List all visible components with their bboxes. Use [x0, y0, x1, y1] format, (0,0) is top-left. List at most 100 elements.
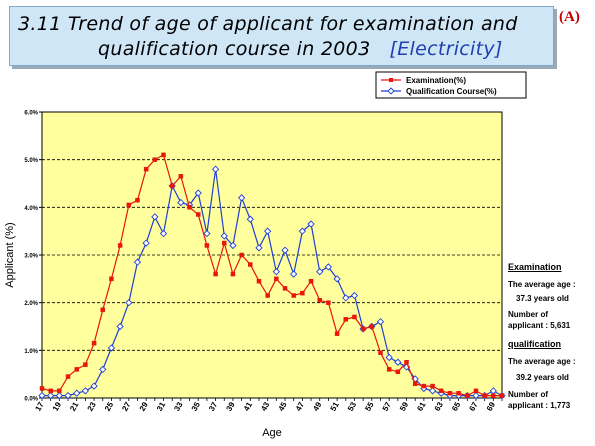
examination-point [421, 383, 427, 389]
qualification-point [38, 391, 46, 400]
qualification-point [307, 220, 315, 228]
x-tick-label: 57 [381, 400, 394, 413]
y-tick-label: 5.0% [24, 158, 38, 164]
examination-point [117, 243, 123, 248]
qualification-point [194, 189, 202, 197]
title-line-1: 3.11 Trend of age of applicant for exami… [18, 13, 518, 35]
examination-point [378, 350, 383, 355]
qualification-point [64, 391, 72, 400]
x-tick-label: 35 [190, 400, 203, 413]
examination-point [65, 374, 71, 379]
x-tick-label: 55 [363, 400, 376, 413]
title-line-2-text: qualification course in 2003 [98, 38, 371, 60]
qualification-point [107, 344, 116, 352]
qual-avg-value: 39.2 years old [516, 373, 569, 382]
examination-point [265, 293, 270, 298]
x-tick-label: 51 [329, 400, 342, 413]
x-tick-label: 39 [224, 400, 237, 413]
examination-point [369, 324, 375, 329]
examination-point [412, 381, 418, 386]
qualification-point [428, 387, 437, 395]
qualification-point [81, 387, 90, 395]
y-axis-label: Applicant (%) [4, 222, 16, 287]
x-tick-label: 41 [242, 400, 255, 413]
qualification-point [350, 291, 359, 300]
qualification-point [281, 246, 289, 254]
x-tick-label: 49 [311, 400, 324, 413]
examination-point [334, 331, 340, 336]
examination-point [152, 157, 158, 162]
examination-point [161, 152, 166, 158]
exam-avg-label: The average age : [508, 280, 576, 289]
x-tick-label: 59 [398, 400, 411, 413]
x-axis-label: Age [262, 427, 282, 439]
qual-avg-label: The average age : [508, 357, 576, 366]
examination-point [239, 252, 244, 258]
qualification-point [47, 391, 55, 400]
examination-point [430, 383, 435, 389]
title-box: 3.11 Trend of age of applicant for exami… [9, 6, 554, 66]
examination-point [300, 290, 305, 296]
y-tick-label: 6.0% [24, 111, 38, 117]
exam-heading: Examination [508, 262, 562, 272]
qualification-point [385, 353, 393, 362]
x-tick-label: 47 [294, 400, 307, 413]
examination-point [274, 276, 279, 282]
x-tick-label: 37 [207, 400, 220, 413]
x-tick-label: 65 [450, 400, 463, 413]
examination-point [326, 300, 331, 305]
x-tick-label: 67 [467, 400, 480, 413]
qual-num-label-1: Number of [508, 390, 548, 399]
qualification-point [177, 198, 185, 207]
x-tick-label: 29 [138, 400, 151, 413]
title-line-2: qualification course in 2003 [Electricit… [98, 38, 503, 60]
examination-point [74, 367, 79, 372]
y-tick-label: 2.0% [24, 301, 38, 307]
examination-point [482, 393, 487, 398]
y-tick-label: 1.0% [24, 349, 38, 355]
examination-point [213, 271, 218, 277]
legend-label-qualification: Qualification Course(%) [406, 87, 497, 96]
y-tick-label: 0.0% [24, 397, 38, 403]
qualification-point [220, 232, 228, 240]
qualification-point [151, 213, 159, 221]
qualification-point [229, 241, 237, 250]
qualification-point [394, 358, 402, 366]
examination-point [222, 240, 227, 246]
examination-point [256, 278, 262, 284]
examination-point [126, 202, 132, 208]
qualification-point [472, 391, 480, 400]
x-tick-label: 19 [51, 400, 64, 413]
examination-point [109, 276, 114, 282]
x-tick-label: 33 [172, 400, 185, 413]
examination-point [39, 386, 45, 391]
y-tick-label: 4.0% [24, 206, 38, 212]
examination-point [83, 362, 88, 367]
qualification-point [203, 229, 211, 238]
examination-point [395, 369, 401, 375]
qualification-point [246, 215, 254, 223]
exam-num-label-1: Number of [508, 310, 548, 319]
qualification-point [55, 391, 63, 400]
x-tick-label: 21 [68, 400, 81, 413]
examination-point [248, 262, 253, 267]
qualification-point [333, 275, 341, 283]
x-tick-label: 31 [155, 400, 168, 413]
examination-point [465, 393, 470, 398]
examination-point [204, 243, 210, 248]
corner-label: (A) [559, 9, 580, 25]
qualification-point [133, 258, 142, 266]
x-tick-label: 27 [120, 400, 133, 413]
exam-num-label-2: applicant : 5,631 [508, 321, 571, 330]
qual-heading: qualification [508, 339, 562, 349]
examination-point [491, 393, 496, 398]
x-tick-label: 63 [433, 400, 446, 413]
examination-point [360, 326, 366, 332]
examination-point [178, 174, 184, 179]
examination-point [473, 388, 479, 394]
examination-point [169, 183, 175, 189]
qualification-point [99, 365, 107, 374]
examination-point [447, 390, 453, 396]
examination-point [352, 314, 357, 320]
